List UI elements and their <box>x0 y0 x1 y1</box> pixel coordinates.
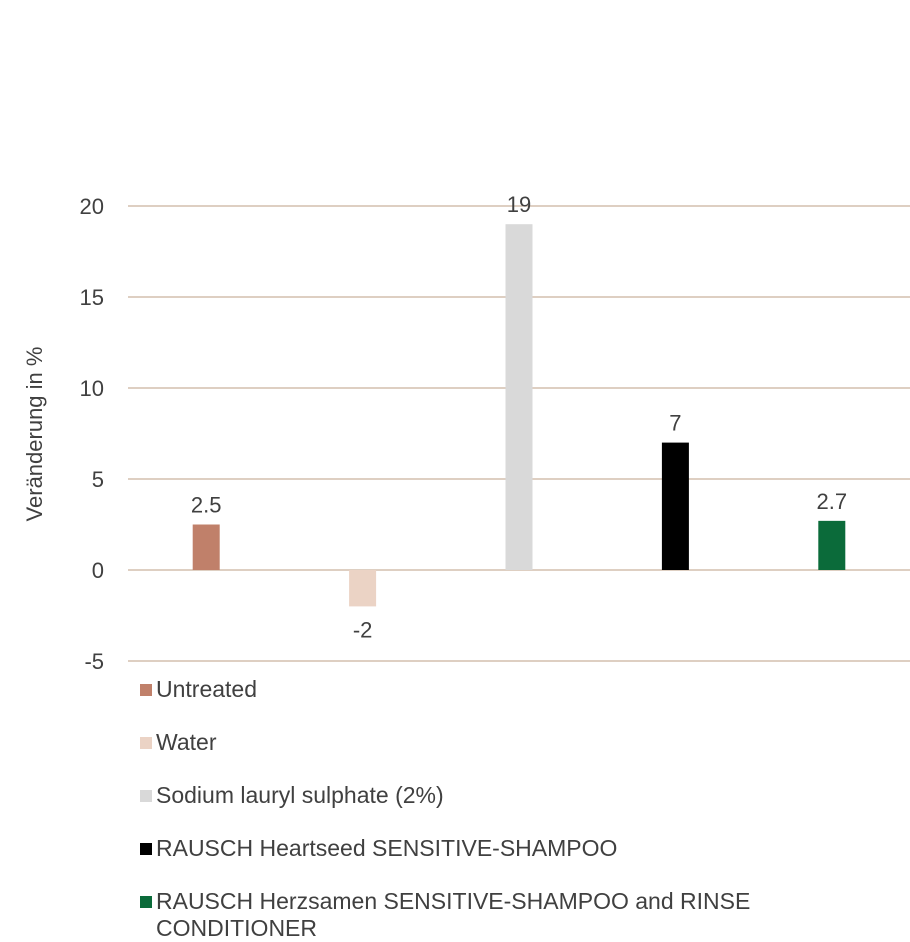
chart: -5 0 5 10 15 20 2.5 -2 19 7 2.7 Veränderung in % <box>22 192 910 674</box>
legend-item: Sodium lauryl sulphate (2%) <box>140 782 880 809</box>
bars <box>192 224 846 607</box>
legend-label: Untreated <box>156 676 258 702</box>
legend-item: RAUSCH Herzsamen SENSITIVE-SHAMPOO and R… <box>140 888 880 942</box>
data-label: -2 <box>353 617 373 642</box>
legend-label: Sodium lauryl sulphate (2%) <box>156 782 444 808</box>
bar <box>818 520 846 570</box>
y-tick-label: 15 <box>80 285 104 310</box>
bar <box>505 224 533 570</box>
y-tick-label: -5 <box>84 649 104 674</box>
y-tick-label: 10 <box>80 376 104 401</box>
legend-item: Untreated <box>140 676 880 703</box>
legend-label: Water <box>156 729 217 755</box>
data-label: 2.7 <box>817 489 848 514</box>
legend-swatch <box>140 896 152 908</box>
data-labels: 2.5 -2 19 7 2.7 <box>191 192 847 642</box>
legend-swatch <box>140 790 152 802</box>
y-axis-title: Veränderung in % <box>22 347 47 522</box>
y-tick-label: 0 <box>92 558 104 583</box>
data-label: 19 <box>507 192 531 217</box>
legend-item: RAUSCH Heartseed SENSITIVE-SHAMPOO <box>140 835 880 862</box>
legend-item: Water <box>140 729 880 756</box>
bar <box>349 570 377 607</box>
bar <box>661 442 689 570</box>
y-tick-label: 5 <box>92 467 104 492</box>
data-label: 7 <box>669 411 681 436</box>
legend-label: RAUSCH Heartseed SENSITIVE-SHAMPOO <box>156 835 618 861</box>
legend-swatch <box>140 684 152 696</box>
bar <box>192 524 220 570</box>
legend-swatch <box>140 737 152 749</box>
y-tick-labels: -5 0 5 10 15 20 <box>80 194 104 674</box>
legend-swatch <box>140 843 152 855</box>
data-label: 2.5 <box>191 493 222 518</box>
y-tick-label: 20 <box>80 194 104 219</box>
legend-label: RAUSCH Herzsamen SENSITIVE-SHAMPOO and R… <box>156 888 751 941</box>
